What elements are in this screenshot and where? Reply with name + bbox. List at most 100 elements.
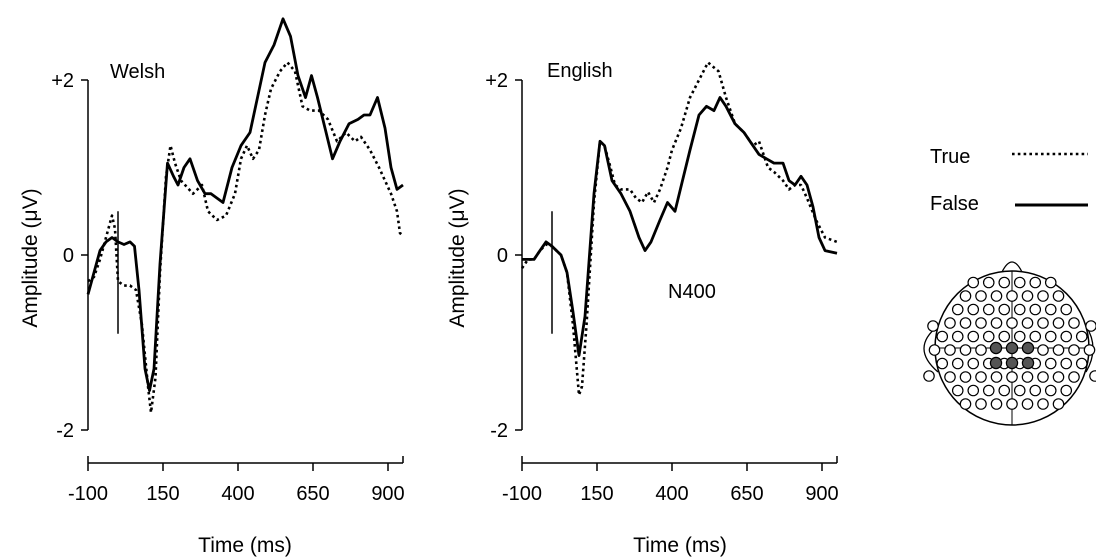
electrode [959, 317, 972, 329]
english-chart: Amplitude (μV) Time (ms) English N400 +2… [446, 60, 839, 557]
electrode [951, 330, 964, 343]
electrode [998, 384, 1011, 397]
electrode [998, 303, 1011, 316]
electrode [975, 290, 987, 302]
electrode [975, 344, 987, 356]
legend-label-false: False [930, 193, 979, 215]
english-y-tick-label: +2 [485, 70, 508, 92]
electrode [944, 371, 956, 383]
electrode [982, 276, 995, 289]
welsh-chart: Amplitude (μV) Time (ms) Welsh +2 0 -2 -100… [19, 17, 405, 557]
electrode [1085, 320, 1096, 332]
electrode [982, 384, 995, 397]
electrode [1029, 303, 1042, 316]
electrode [967, 384, 980, 397]
welsh-y-tick-label: -2 [56, 420, 74, 442]
electrode [923, 370, 935, 382]
welsh-x-tick-label: 900 [371, 483, 404, 505]
electrode [1013, 330, 1026, 343]
head-electrode-map-icon [923, 261, 1096, 426]
electrode [959, 290, 972, 302]
welsh-x-tick-label: 150 [146, 483, 179, 505]
electrode [959, 371, 972, 383]
electrode [1089, 370, 1096, 382]
electrode [936, 357, 949, 370]
english-y-axis-title: Amplitude (μV) [446, 188, 469, 327]
welsh-series-true [87, 61, 404, 414]
electrode-highlighted [1005, 341, 1019, 355]
electrode [1044, 357, 1057, 370]
n400-annotation: N400 [668, 281, 716, 303]
electrode [1060, 303, 1073, 316]
english-panel-title: English [547, 60, 613, 82]
electrode [1068, 344, 1080, 356]
electrode [998, 330, 1011, 343]
electrode [975, 398, 987, 410]
electrode [1044, 330, 1057, 343]
electrode [1060, 357, 1073, 370]
electrode [1021, 371, 1034, 383]
electrode [959, 398, 972, 410]
electrode [1013, 384, 1026, 397]
english-x-tick-label: 650 [730, 483, 763, 505]
welsh-y-axis-title: Amplitude (μV) [19, 188, 42, 327]
welsh-x-tick-label: 400 [221, 483, 254, 505]
electrode-highlighted [989, 356, 1003, 370]
electrode [1013, 276, 1026, 289]
electrode [967, 303, 980, 316]
electrode [1037, 371, 1049, 383]
electrode [1006, 371, 1018, 383]
legend: True False [930, 146, 1088, 215]
electrode [1021, 290, 1034, 302]
electrode [1052, 398, 1065, 410]
welsh-panel-title: Welsh [110, 61, 165, 83]
electrode [998, 276, 1011, 289]
electrode [1083, 344, 1096, 356]
electrode-highlighted [1005, 356, 1019, 370]
electrode [990, 371, 1003, 383]
electrode [1006, 317, 1018, 329]
electrode [1044, 303, 1057, 316]
english-x-axis-title: Time (ms) [633, 534, 727, 557]
electrode [1037, 317, 1049, 329]
electrode [1052, 344, 1065, 356]
electrode [1075, 357, 1088, 370]
electrode [1029, 330, 1042, 343]
electrode [1044, 384, 1057, 397]
electrode [1021, 398, 1034, 410]
welsh-y-tick-label: +2 [51, 70, 74, 92]
electrode [951, 357, 964, 370]
english-y-tick-label: -2 [490, 420, 508, 442]
electrode [1013, 303, 1026, 316]
electrode [1037, 344, 1049, 356]
electrode [1029, 276, 1042, 289]
electrode [1060, 330, 1073, 343]
english-x-tick-label: 150 [580, 483, 613, 505]
electrode [1006, 398, 1018, 410]
electrode [975, 317, 987, 329]
electrode [982, 303, 995, 316]
electrode [951, 303, 964, 316]
electrode [1068, 371, 1080, 383]
electrode-highlighted [989, 341, 1003, 355]
electrode [959, 344, 972, 356]
welsh-x-axis-title: Time (ms) [198, 534, 292, 557]
electrode [944, 317, 956, 329]
welsh-x-tick-label: -100 [68, 483, 108, 505]
welsh-x-tick-label: 650 [296, 483, 329, 505]
english-x-tick-label: 400 [655, 483, 688, 505]
electrode [1044, 276, 1057, 289]
electrode [967, 330, 980, 343]
electrode [1029, 384, 1042, 397]
electrode [975, 371, 987, 383]
electrode [1068, 317, 1080, 329]
electrode [967, 357, 980, 370]
electrode [936, 330, 949, 343]
electrode [1052, 317, 1065, 329]
electrode [927, 320, 939, 332]
english-series-false [522, 96, 838, 357]
welsh-y-tick-label: 0 [63, 245, 74, 267]
electrode [982, 330, 995, 343]
electrode [1021, 317, 1034, 329]
